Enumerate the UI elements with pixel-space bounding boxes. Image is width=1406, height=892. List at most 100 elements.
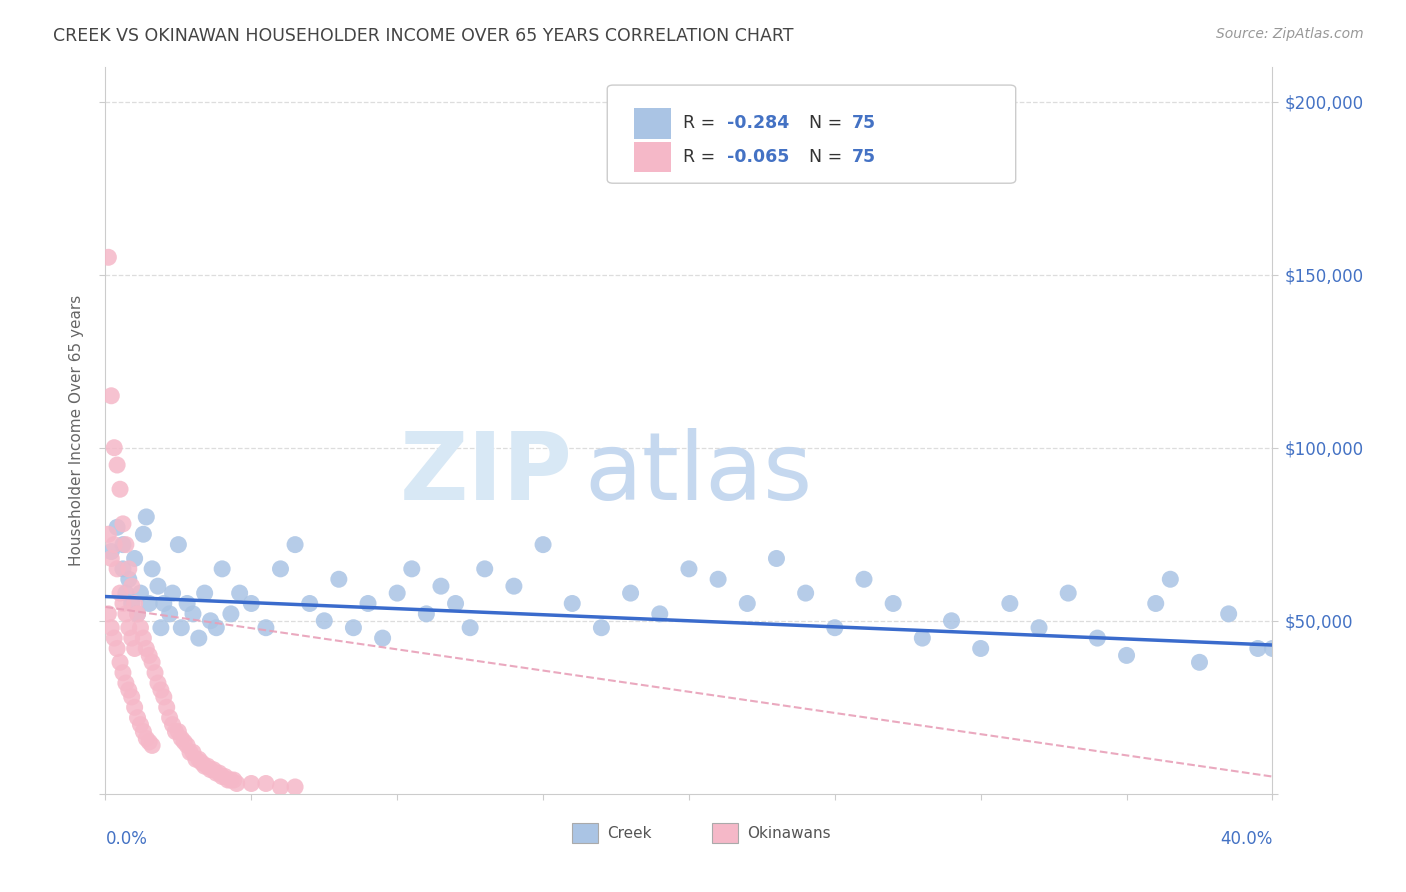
Point (127, 607, 149, 621)
Point (165, 724, 187, 739)
Point (159, 711, 181, 725)
Point (648, 607, 671, 621)
Point (371, 631, 394, 645)
Point (115, 676, 138, 690)
Point (129, 717, 152, 731)
Point (127, 607, 149, 621)
Point (328, 572, 350, 586)
Point (105, 520, 128, 534)
Point (138, 597, 160, 611)
Point (127, 711, 149, 725)
Bar (713, 823, 738, 843)
Bar (634, 142, 672, 172)
Point (197, 759, 219, 773)
Point (97, 527, 120, 541)
Point (190, 756, 212, 770)
Point (170, 621, 193, 635)
Text: N =: N = (808, 114, 848, 132)
Point (184, 752, 207, 766)
Point (103, 538, 125, 552)
Point (824, 621, 846, 635)
Point (124, 597, 146, 611)
Point (1057, 586, 1080, 600)
Point (173, 735, 195, 749)
Point (146, 579, 169, 593)
Point (314, 614, 336, 628)
Point (444, 597, 467, 611)
Point (132, 724, 155, 739)
Point (108, 656, 131, 670)
Text: 75: 75 (852, 114, 876, 132)
Point (503, 579, 526, 593)
Point (430, 579, 453, 593)
Point (194, 759, 217, 773)
Point (415, 607, 437, 621)
Point (111, 516, 134, 531)
Point (153, 690, 174, 704)
Point (118, 621, 141, 635)
Point (176, 739, 198, 753)
Text: Okinawans: Okinawans (748, 826, 831, 840)
Point (187, 631, 209, 645)
Point (970, 641, 993, 656)
Point (121, 631, 143, 645)
Point (217, 772, 239, 787)
Point (146, 676, 169, 690)
Point (225, 776, 247, 790)
Point (214, 770, 236, 784)
Point (1218, 607, 1240, 621)
Text: atlas: atlas (583, 428, 813, 520)
Point (269, 780, 292, 794)
Point (385, 586, 409, 600)
Point (911, 631, 934, 645)
Point (100, 621, 122, 635)
Point (162, 717, 184, 731)
Point (153, 597, 174, 611)
Bar (634, 108, 672, 138)
Point (176, 597, 198, 611)
Point (200, 614, 222, 628)
Point (531, 538, 554, 552)
Point (111, 538, 134, 552)
Point (135, 731, 157, 746)
Point (1188, 656, 1211, 670)
Text: 40.0%: 40.0% (1220, 830, 1272, 848)
Point (149, 621, 172, 635)
Point (269, 562, 292, 576)
Point (138, 648, 160, 663)
Point (118, 683, 141, 698)
Point (707, 572, 730, 586)
Point (181, 745, 204, 759)
Point (737, 597, 759, 611)
Point (167, 724, 190, 739)
Point (118, 572, 141, 586)
Point (342, 621, 364, 635)
Point (298, 597, 321, 611)
Point (211, 562, 233, 576)
Point (103, 441, 125, 455)
Point (121, 690, 143, 704)
Point (619, 586, 641, 600)
Point (211, 770, 233, 784)
Point (941, 614, 963, 628)
Text: ZIP: ZIP (399, 428, 572, 520)
Point (100, 544, 122, 558)
Point (678, 562, 700, 576)
Point (124, 700, 146, 714)
Point (132, 527, 155, 541)
Point (202, 763, 225, 777)
Point (115, 586, 138, 600)
Text: Creek: Creek (607, 826, 652, 840)
Point (208, 766, 231, 780)
Point (103, 631, 125, 645)
Point (219, 607, 242, 621)
Point (118, 562, 141, 576)
Point (561, 597, 583, 611)
Point (115, 607, 138, 621)
Point (401, 562, 423, 576)
Point (254, 621, 277, 635)
Bar (572, 823, 598, 843)
Text: -0.065: -0.065 (727, 148, 790, 166)
Point (794, 586, 817, 600)
FancyBboxPatch shape (607, 85, 1015, 183)
